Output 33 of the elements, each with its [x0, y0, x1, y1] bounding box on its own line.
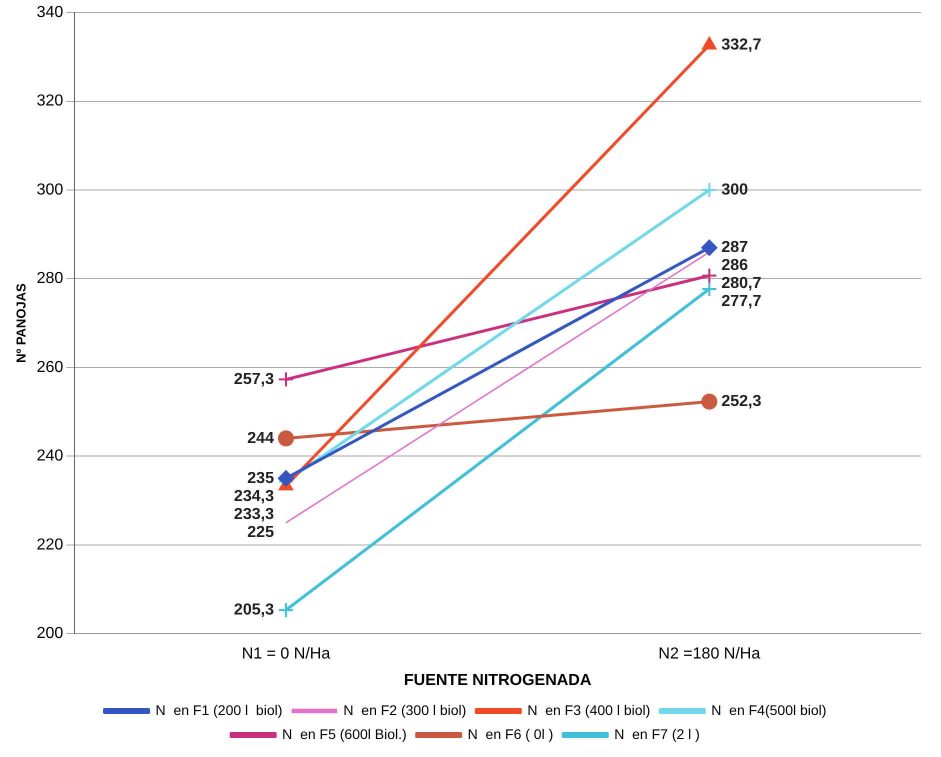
x-tick-label: N1 = 0 N/Ha	[242, 646, 330, 663]
data-label: 300	[721, 181, 748, 198]
y-tick-label: 340	[36, 4, 64, 22]
data-label: 280,7	[721, 275, 762, 292]
data-label: 257,3	[234, 370, 274, 388]
y-tick-label: 320	[36, 92, 64, 110]
data-label: 244	[247, 430, 274, 447]
legend-label: N en F2 (300 l biol)	[343, 702, 466, 718]
data-label: 287	[721, 239, 748, 256]
data-label: 233,3	[234, 506, 274, 523]
y-axis-title: Nº PANOJAS	[13, 282, 28, 363]
y-tick-label: 260	[36, 358, 64, 376]
y-tick-label: 300	[36, 181, 64, 198]
data-label: 277,7	[721, 293, 762, 310]
y-tick-label: 280	[36, 270, 64, 288]
x-axis-title: FUENTE NITROGENADA	[404, 672, 592, 689]
data-label: 234,3	[234, 488, 274, 505]
y-tick-label: 240	[36, 448, 64, 465]
x-tick-label: N2 =180 N/Ha	[658, 646, 760, 663]
data-label: 205,3	[234, 601, 274, 618]
legend-label: N en F7 (2 l )	[614, 726, 700, 742]
data-label: 332,7	[721, 36, 762, 54]
legend-label: N en F3 (400 l biol)	[527, 702, 650, 718]
y-tick-label: 200	[36, 625, 64, 642]
data-label: 286	[721, 257, 748, 274]
legend-label: N en F5 (600l Biol.)	[282, 726, 407, 742]
y-tick-label: 220	[36, 536, 64, 554]
legend-label: N en F4(500l biol)	[711, 702, 826, 718]
legend-label: N en F6 ( 0l )	[468, 726, 554, 742]
data-label: 235	[247, 470, 274, 487]
legend-label: N en F1 (200 l biol)	[156, 702, 282, 718]
data-label: 252,3	[721, 393, 762, 410]
data-label: 225	[247, 524, 274, 541]
